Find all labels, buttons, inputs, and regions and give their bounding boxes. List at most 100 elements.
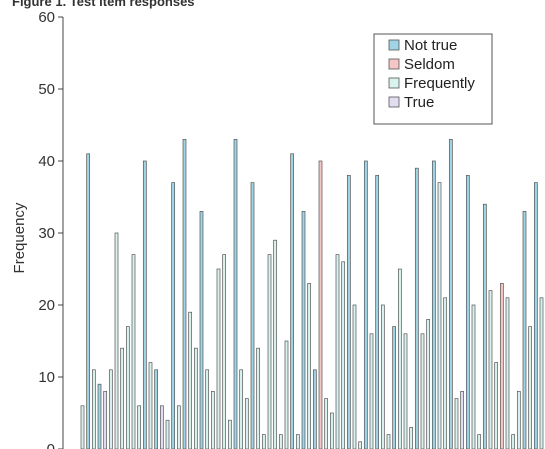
bar-not-true	[431, 160, 436, 449]
legend-swatch	[388, 39, 400, 51]
bar-frequently	[539, 297, 544, 449]
bar-frequently	[108, 369, 113, 449]
bar-frequently	[494, 362, 499, 449]
bar-frequently	[284, 340, 289, 449]
bar-frequently	[386, 434, 391, 449]
bar-frequently	[516, 391, 521, 449]
bar-frequently	[295, 434, 300, 449]
bar-not-true	[199, 211, 204, 449]
bar-not-true	[290, 153, 295, 449]
legend-label: True	[404, 94, 434, 111]
bar-true	[460, 391, 465, 449]
bar-frequently	[380, 304, 385, 449]
bar-not-true	[171, 182, 176, 449]
bar-frequently	[329, 412, 334, 449]
bar-true	[103, 391, 108, 449]
bar-not-true	[363, 160, 368, 449]
legend-box	[373, 33, 493, 125]
bar-not-true	[233, 139, 238, 449]
bar-frequently	[188, 311, 193, 449]
bar-frequently	[120, 347, 125, 449]
bar-frequently	[352, 304, 357, 449]
legend-swatch	[388, 96, 400, 108]
bar-frequently	[505, 297, 510, 449]
bar-frequently	[341, 261, 346, 449]
bar-frequently	[278, 434, 283, 449]
legend-label: Not true	[404, 37, 457, 54]
bar-not-true	[414, 167, 419, 449]
bar-frequently	[176, 405, 181, 449]
bar-frequently	[511, 434, 516, 449]
bar-frequently	[210, 391, 215, 449]
bar-frequently	[307, 283, 312, 449]
bar-frequently	[426, 319, 431, 449]
bar-frequently	[205, 369, 210, 449]
bar-true	[159, 405, 164, 449]
bar-not-true	[533, 182, 538, 449]
bar-frequently	[148, 362, 153, 449]
legend-swatch	[388, 77, 400, 89]
bar-frequently	[165, 419, 170, 449]
legend-swatch	[388, 58, 400, 70]
y-axis-label: Frequency	[11, 202, 28, 273]
bar-frequently	[358, 441, 363, 449]
bar-frequently	[256, 347, 261, 449]
bar-frequently	[477, 434, 482, 449]
bar-frequently	[125, 326, 130, 449]
bar-frequently	[222, 254, 227, 449]
legend-label: Frequently	[404, 75, 475, 92]
bar-frequently	[261, 434, 266, 449]
bar-not-true	[182, 139, 187, 449]
bar-frequently	[244, 398, 249, 449]
bar-frequently	[216, 268, 221, 449]
y-tick-label: 30	[38, 225, 55, 242]
bar-frequently	[324, 398, 329, 449]
bar-frequently	[488, 290, 493, 449]
bar-not-true	[448, 139, 453, 449]
legend: Not true Seldom Frequently True	[373, 33, 493, 125]
bar-frequently	[420, 333, 425, 449]
bar-frequently	[227, 419, 232, 449]
bar-seldom	[499, 283, 504, 449]
y-tick-label: 20	[38, 297, 55, 314]
y-axis: 0 10 20 30 40 50 60	[38, 9, 64, 449]
bar-frequently	[137, 405, 142, 449]
y-tick-label: 60	[38, 9, 55, 26]
bar-not-true	[250, 182, 255, 449]
bar-frequently	[91, 369, 96, 449]
bar-frequently	[409, 427, 414, 449]
bars-group	[80, 139, 544, 449]
legend-label: Seldom	[404, 56, 455, 73]
bar-frequently	[471, 304, 476, 449]
y-tick-label: 40	[38, 153, 55, 170]
bar-not-true	[346, 175, 351, 449]
bar-not-true	[465, 175, 470, 449]
bar-not-true	[312, 369, 317, 449]
bar-frequently	[528, 326, 533, 449]
bar-frequently	[80, 405, 85, 449]
bar-frequently	[239, 369, 244, 449]
bar-seldom	[318, 160, 323, 449]
y-tick-label: 50	[38, 81, 55, 98]
bar-not-true	[301, 211, 306, 449]
bar-frequently	[403, 333, 408, 449]
bar-frequently	[369, 333, 374, 449]
bar-frequently	[335, 254, 340, 449]
bar-frequently	[397, 268, 402, 449]
bar-frequently	[273, 239, 278, 449]
y-tick-label: 0	[47, 441, 55, 449]
y-tick-label: 10	[38, 369, 55, 386]
bar-not-true	[86, 153, 91, 449]
bar-frequently	[443, 297, 448, 449]
bar-not-true	[97, 383, 102, 449]
bar-frequently	[454, 398, 459, 449]
bar-frequently	[131, 254, 136, 449]
bar-not-true	[522, 211, 527, 449]
bar-not-true	[375, 175, 380, 449]
bar-frequently	[114, 232, 119, 449]
bar-not-true	[154, 369, 159, 449]
bar-not-true	[482, 203, 487, 449]
bar-frequently	[193, 347, 198, 449]
figure-caption: Figure 1. Test item responses	[12, 0, 195, 9]
